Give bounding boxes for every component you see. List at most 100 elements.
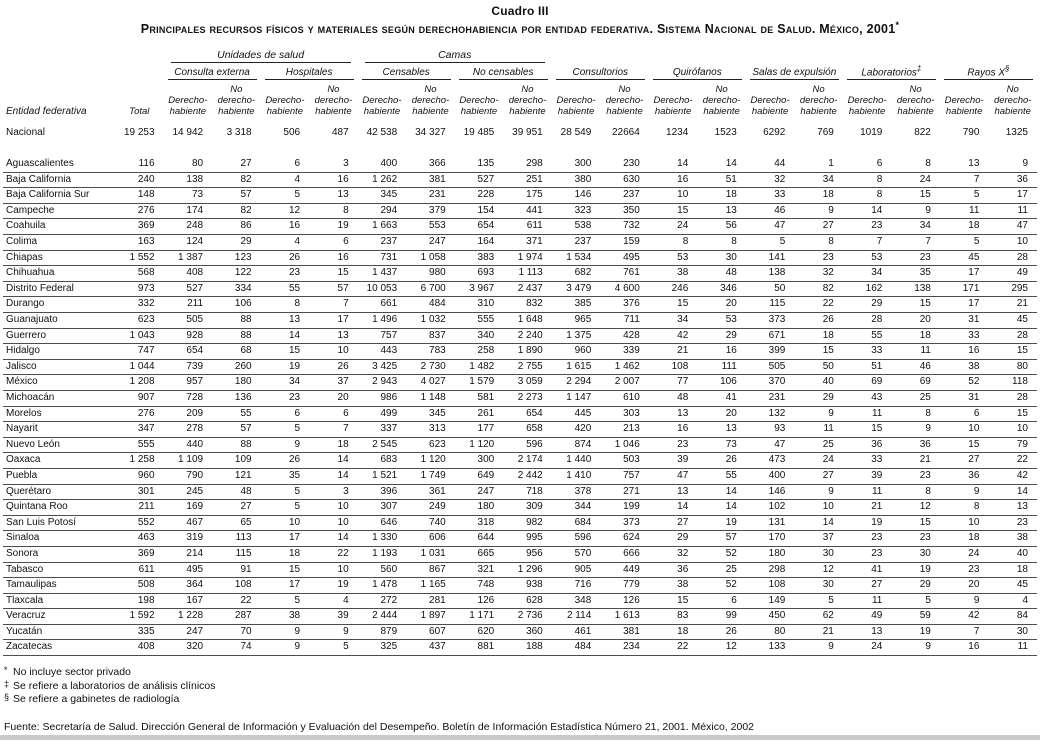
cell: 18	[794, 328, 843, 345]
cell: 14	[309, 452, 358, 469]
cell: 495	[600, 250, 649, 267]
cell: 503	[600, 452, 649, 469]
cell: 15	[260, 562, 310, 579]
row-label: Chiapas	[3, 250, 116, 267]
cell: 15	[794, 343, 843, 360]
cell: 8	[648, 234, 698, 251]
cell: 26	[697, 452, 746, 469]
cell: 307	[357, 499, 407, 516]
cell: 26	[260, 250, 310, 267]
cell: 111	[697, 359, 746, 376]
cell: 12	[794, 562, 843, 579]
cell: 36	[648, 562, 698, 579]
cell: 364	[163, 577, 213, 594]
table-row: Tlaxcala 198 167 22 5 4 272 281 126 628 348 126 15 6 1…	[3, 593, 1037, 610]
cell: 18	[309, 437, 358, 454]
cell: 9	[891, 421, 940, 438]
cell: 747	[115, 343, 164, 360]
cell: 30	[697, 250, 746, 267]
cell: 1 171	[454, 608, 504, 625]
cell: 16	[648, 421, 698, 438]
cell: 9	[794, 484, 843, 501]
cell: 4	[260, 172, 310, 189]
cell: 31	[939, 312, 989, 329]
top-group-row: Unidades de salud Camas	[3, 50, 1037, 64]
cell: 22	[309, 546, 358, 563]
cell: 276	[115, 406, 164, 423]
row-label: Coahuila	[3, 218, 116, 236]
cell: 654	[503, 406, 552, 423]
cell: 18	[939, 530, 989, 547]
cell: 174	[163, 203, 213, 220]
cell: 12	[697, 639, 746, 657]
cell: 1 375	[551, 328, 601, 345]
cell: 665	[454, 546, 504, 563]
cell: 34	[891, 218, 940, 236]
cell: 25	[794, 437, 843, 454]
footnote-text: Se refiere a laboratorios de análisis cl…	[13, 679, 216, 692]
cell: 138	[891, 281, 940, 298]
cell: 42 538	[366, 127, 398, 139]
cell: 102	[745, 499, 795, 516]
cell: 39	[648, 452, 698, 469]
cell: 170	[745, 530, 795, 547]
cell: 1 437	[357, 265, 407, 282]
cell: 23	[842, 546, 892, 563]
table-row: Guerrero 1 043 928 88 14 13 757 837 340 2 240 1 37…	[3, 328, 1037, 345]
cell: 995	[503, 530, 552, 547]
cell: 10 053	[357, 281, 407, 298]
cell: 19	[260, 359, 310, 376]
cell: 22	[212, 593, 261, 610]
cell: 86	[212, 218, 261, 236]
cell: 30	[794, 577, 843, 594]
cell: 21	[794, 624, 843, 641]
cell: 611	[115, 562, 164, 579]
no-derechohabiente-header: No derecho-habiente	[411, 84, 450, 118]
table-row: Aguascalientes 116 80 27 6 3 400 366 135 298 300 23…	[3, 157, 1037, 173]
cell: 408	[115, 639, 164, 657]
cell: 646	[357, 515, 407, 532]
cell: 370	[745, 374, 795, 391]
cell: 1 262	[357, 172, 407, 189]
cell: 654	[454, 218, 504, 236]
cell: 560	[357, 562, 407, 579]
cell: 115	[745, 296, 795, 314]
cell: 716	[551, 577, 601, 594]
cell: 9	[988, 157, 1037, 173]
footnote-marker-double-dagger: ‡	[916, 64, 922, 74]
cell: 99	[697, 608, 746, 625]
cell: 55	[260, 281, 310, 298]
cell: 596	[551, 530, 601, 547]
row-label: Baja California Sur	[3, 187, 116, 204]
cell: 728	[163, 390, 213, 407]
cell: 15	[648, 203, 698, 220]
cell: 13	[309, 328, 358, 345]
table-row: Sonora 369 214 115 18 22 1 193 1 031 665 956 570 66…	[3, 546, 1037, 563]
cell: 757	[357, 328, 407, 345]
group-no-censables: No censables	[455, 63, 552, 81]
cell: 38	[648, 577, 698, 594]
cell: 26	[794, 312, 843, 329]
cell: 683	[357, 452, 407, 469]
cell: 17	[260, 530, 310, 547]
cell: 35	[260, 468, 310, 485]
cell: 1 663	[357, 218, 407, 236]
cell: 80	[163, 157, 213, 173]
cell: 1 147	[551, 390, 601, 407]
row-label: Zacatecas	[3, 639, 116, 657]
derechohabiente-header: Derecho-habiente	[168, 95, 208, 118]
cell: 209	[163, 406, 213, 423]
cell: 57	[212, 187, 261, 204]
cell: 2 240	[503, 328, 552, 345]
row-label: Sinaloa	[3, 530, 116, 547]
cell: 169	[163, 499, 213, 516]
cell: 122	[212, 265, 261, 282]
cell: 14	[648, 499, 698, 516]
table-row: Michoacán 907 728 136 23 20 986 1 148 581 2 273 1 …	[3, 390, 1037, 407]
cell: 1 482	[454, 359, 504, 376]
cell: 16	[939, 343, 989, 360]
cell: 36	[891, 437, 940, 454]
cell: 258	[454, 343, 504, 360]
cell: 4 027	[406, 374, 455, 391]
cell: 53	[648, 250, 698, 267]
